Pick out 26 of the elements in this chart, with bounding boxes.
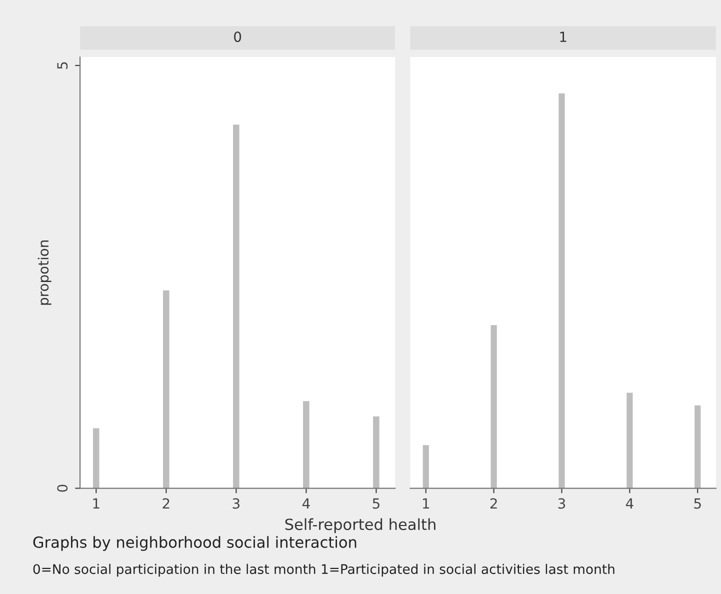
- bar: [558, 93, 565, 488]
- x-tick-label: 4: [302, 498, 310, 509]
- text: Graphs by neighborhood social interaction: [33, 536, 356, 551]
- chart-title: 1: [560, 32, 566, 42]
- bar: [163, 290, 170, 488]
- x-tick-label: 5: [372, 498, 380, 509]
- y-axis-title: propotion: [38, 240, 52, 305]
- bar: [422, 445, 429, 488]
- x-tick-label: 4: [626, 498, 634, 509]
- bar: [303, 401, 310, 488]
- bar: [626, 392, 633, 488]
- x-tick-label: 3: [558, 498, 566, 509]
- x-tick-label: 1: [93, 498, 100, 509]
- text: 0=No social participation in the last month 1=Participated in social activities last month: [33, 564, 614, 577]
- chart-title: 0: [234, 32, 242, 42]
- x-tick-label: 1: [422, 498, 430, 509]
- x-tick-label: 2: [490, 498, 497, 509]
- bar: [694, 405, 701, 488]
- x-tick-label: 2: [162, 498, 170, 509]
- bar: [373, 416, 380, 488]
- bar: [490, 325, 497, 488]
- x-tick-label: 3: [232, 498, 240, 509]
- bar: [233, 124, 240, 488]
- x-tick-label: 5: [694, 498, 701, 509]
- x-axis-title: Self-reported health: [285, 518, 436, 534]
- bar: [92, 428, 100, 488]
